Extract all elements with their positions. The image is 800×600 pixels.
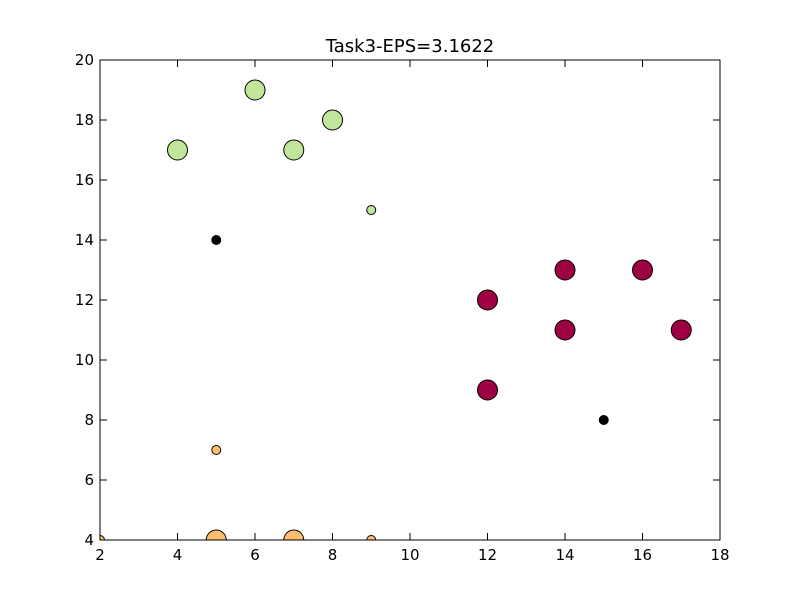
x-tick-label: 14 [555, 546, 574, 564]
data-point-core [283, 139, 305, 161]
data-point-core [205, 529, 227, 540]
data-point-core [670, 319, 692, 341]
y-tick-label: 6 [84, 471, 94, 489]
data-point-core [167, 139, 188, 161]
y-tick-label: 10 [75, 351, 94, 369]
data-point-border [366, 535, 377, 540]
data-point-core [477, 289, 498, 311]
y-tick-label: 14 [75, 231, 94, 249]
x-tick-label: 6 [250, 546, 260, 564]
plot-frame [99, 59, 721, 541]
y-tick-label: 12 [75, 291, 94, 309]
x-tick-label: 4 [173, 546, 183, 564]
data-point-core [477, 379, 498, 401]
data-points [100, 79, 692, 540]
data-point-noise [211, 235, 222, 245]
y-tick-label: 4 [84, 531, 94, 549]
x-tick-label: 8 [328, 546, 338, 564]
y-tick-label: 20 [75, 51, 94, 69]
y-tick-label: 8 [84, 411, 94, 429]
data-point-core [244, 79, 266, 101]
y-tick-label: 16 [75, 171, 94, 189]
chart-title: Task3-EPS=3.1622 [325, 36, 495, 57]
data-point-border [100, 535, 105, 540]
x-tick-label: 2 [95, 546, 105, 564]
data-point-core [283, 529, 305, 540]
data-point-noise [598, 415, 609, 425]
x-tick-label: 12 [478, 546, 497, 564]
data-point-core [554, 259, 576, 281]
data-point-core [554, 319, 576, 341]
y-tick-label: 18 [75, 111, 94, 129]
data-point-border [366, 205, 377, 215]
data-point-core [322, 109, 343, 131]
data-point-core [632, 259, 653, 281]
data-point-border [211, 445, 222, 455]
x-tick-label: 16 [633, 546, 652, 564]
x-tick-label: 10 [400, 546, 419, 564]
x-tick-label: 18 [710, 546, 729, 564]
